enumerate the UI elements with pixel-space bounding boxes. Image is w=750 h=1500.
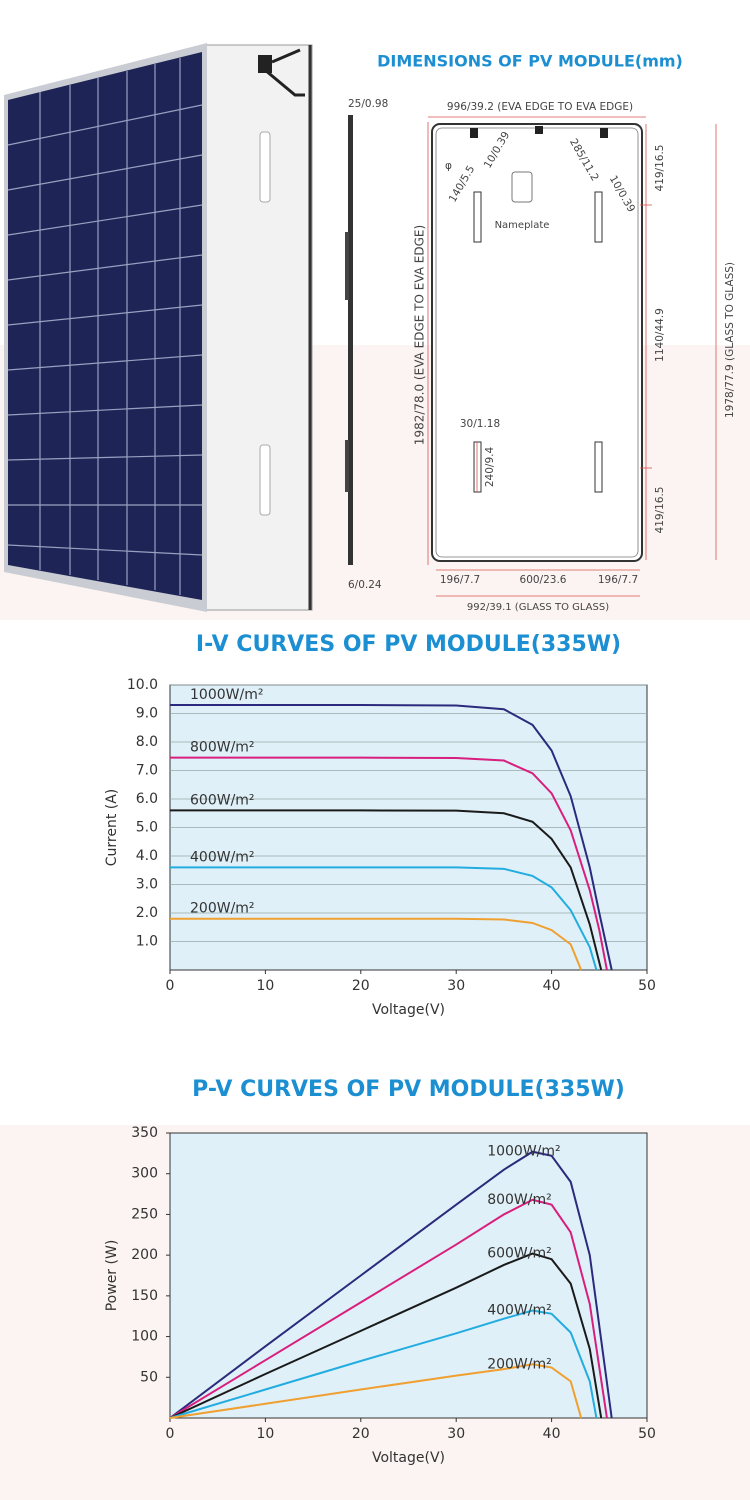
curve (170, 917, 583, 971)
series-label: 800W/m² (190, 740, 255, 756)
y-tick-label: 10.0 (127, 677, 158, 693)
y-tick-label: 9.0 (136, 706, 158, 722)
series-label: 400W/m² (190, 849, 255, 865)
x-tick-label: 40 (543, 1426, 561, 1442)
series-label: 1000W/m² (487, 1144, 560, 1160)
diagram-title: DIMENSIONS OF PV MODULE(mm) (377, 52, 683, 71)
curve (170, 809, 603, 971)
y-tick-label: 1.0 (136, 934, 158, 950)
x-tick-label: 50 (638, 978, 656, 994)
series-label: 400W/m² (487, 1303, 552, 1319)
x-tick-label: 0 (166, 978, 175, 994)
panel-photo (4, 43, 353, 612)
dimension-label: 419/16.5 (654, 145, 666, 192)
x-axis-label: Voltage(V) (372, 1002, 445, 1018)
dimension-label: 240/9.4 (484, 447, 496, 488)
x-tick-label: 50 (638, 1426, 656, 1442)
curve (169, 1252, 603, 1419)
y-tick-label: 4.0 (136, 848, 158, 864)
dimension-label: 600/23.6 (520, 574, 567, 586)
chart-title: I-V CURVES OF PV MODULE(335W) (196, 632, 621, 657)
x-tick-label: 10 (256, 1426, 274, 1442)
x-tick-label: 40 (543, 978, 561, 994)
y-tick-label: 6.0 (136, 791, 158, 807)
x-axis-label: Voltage(V) (372, 1450, 445, 1466)
y-tick-label: 8.0 (136, 734, 158, 750)
y-tick-label: 5.0 (136, 820, 158, 836)
dimension-label: 1140/44.9 (654, 308, 666, 362)
dimension-label: 996/39.2 (EVA EDGE TO EVA EDGE) (447, 101, 633, 113)
dimension-label: 25/0.98 (348, 98, 388, 110)
y-tick-label: 50 (140, 1369, 158, 1385)
y-tick-label: 250 (131, 1206, 158, 1222)
curve (170, 866, 598, 971)
dimension-label: Nameplate (495, 220, 550, 231)
series-label: 600W/m² (190, 792, 255, 808)
x-tick-label: 20 (352, 1426, 370, 1442)
x-tick-label: 30 (447, 1426, 465, 1442)
x-tick-label: 0 (166, 1426, 175, 1442)
curve (169, 1150, 613, 1419)
y-tick-label: 7.0 (136, 763, 158, 779)
dimension-label: 1982/78.0 (EVA EDGE TO EVA EDGE) (413, 225, 427, 445)
series-label: 600W/m² (487, 1246, 552, 1262)
y-axis-label: Current (A) (104, 789, 120, 867)
y-tick-label: 350 (131, 1125, 158, 1141)
y-tick-label: 2.0 (136, 905, 158, 921)
dimension-label: 419/16.5 (654, 487, 666, 534)
dimension-label: 196/7.7 (440, 574, 480, 586)
dimension-label: φ (445, 160, 452, 172)
curve (169, 1309, 598, 1419)
y-tick-label: 3.0 (136, 877, 158, 893)
x-tick-label: 20 (352, 978, 370, 994)
dimension-label: 992/39.1 (GLASS TO GLASS) (467, 602, 609, 613)
dimension-label: 6/0.24 (348, 579, 382, 591)
x-tick-label: 10 (256, 978, 274, 994)
curve (170, 703, 613, 971)
y-tick-label: 200 (131, 1247, 158, 1263)
module-drawing (427, 116, 717, 597)
curve (169, 1198, 608, 1419)
series-label: 200W/m² (190, 901, 255, 917)
y-axis-label: Power (W) (104, 1240, 120, 1312)
y-tick-label: 300 (131, 1166, 158, 1182)
y-tick-label: 100 (131, 1329, 158, 1345)
series-label: 200W/m² (487, 1356, 552, 1372)
chart-title: P-V CURVES OF PV MODULE(335W) (192, 1077, 625, 1102)
series-label: 800W/m² (487, 1192, 552, 1208)
series-label: 1000W/m² (190, 687, 263, 703)
dimension-label: 30/1.18 (460, 418, 500, 430)
curve (170, 756, 608, 971)
y-tick-label: 150 (131, 1288, 158, 1304)
dimension-label: 196/7.7 (598, 574, 638, 586)
x-tick-label: 30 (447, 978, 465, 994)
curve (169, 1363, 583, 1419)
dimension-label: 1978/77.9 (GLASS TO GLASS) (724, 262, 736, 418)
